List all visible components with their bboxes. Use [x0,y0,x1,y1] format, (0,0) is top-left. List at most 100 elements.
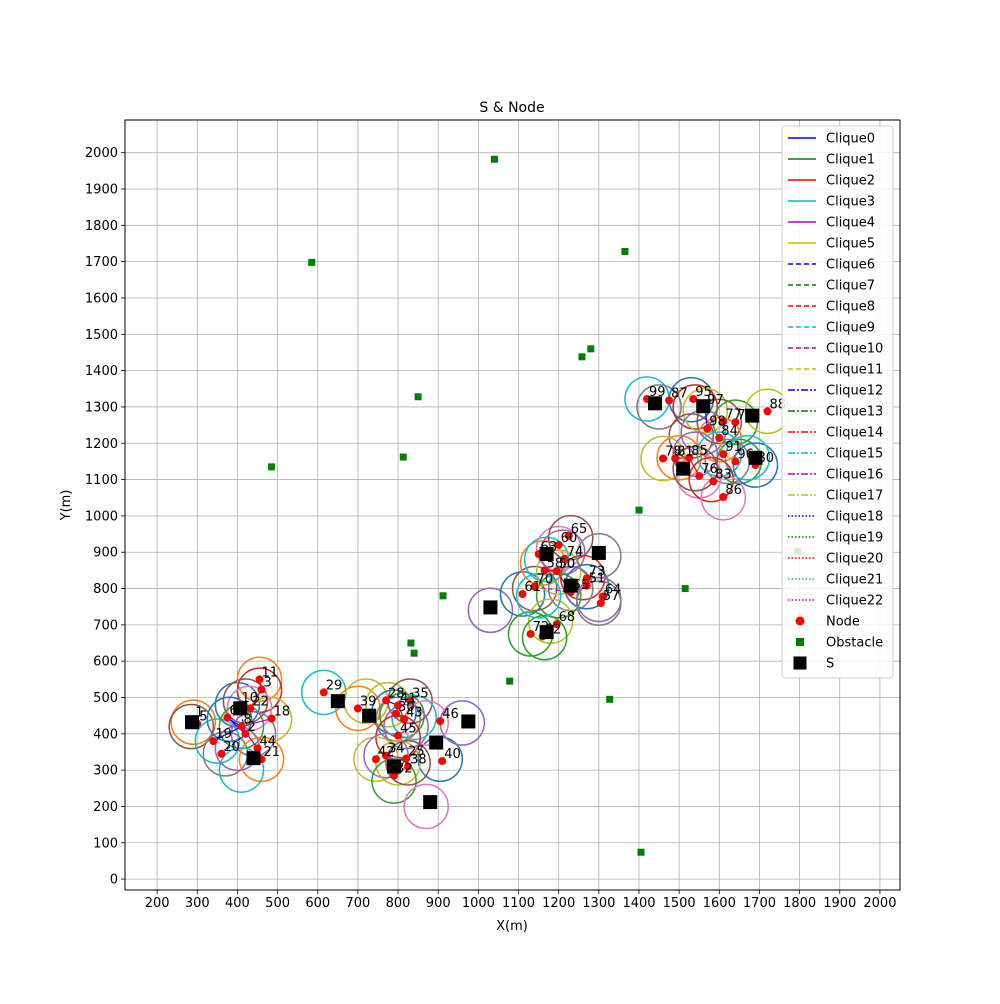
node-label: 99 [649,385,666,400]
y-tick-label: 2000 [85,146,118,161]
obstacle-marker [399,453,407,461]
node-marker [518,589,527,598]
node-label: 80 [757,451,774,466]
y-tick-label: 1600 [85,291,118,306]
x-tick-label: 1000 [462,896,495,911]
legend-label: Obstacle [826,636,883,651]
obstacle-marker [635,506,643,514]
node-label: 78 [665,445,682,460]
node-marker [246,704,255,713]
s-marker [387,759,402,774]
node-label: 34 [388,742,405,757]
range-circle [696,398,743,445]
node-label: 63 [541,540,558,555]
x-tick-label: 1900 [823,896,856,911]
node-label: 10 [241,691,258,706]
y-tick-label: 200 [93,800,118,815]
node-label: 58 [547,556,564,571]
s-marker [563,578,578,593]
range-circle [672,445,719,492]
node-marker [564,531,573,540]
range-circle [403,783,450,830]
x-tick-label: 800 [386,896,411,911]
s-marker [696,399,711,414]
node-marker [223,713,232,722]
x-tick-label: 300 [185,896,210,911]
node-marker [560,554,569,563]
range-circle [672,384,719,430]
node-label: 18 [274,705,291,720]
node-label: 40 [444,747,461,762]
s-marker [330,694,345,709]
range-circle [700,474,747,521]
legend-label: Clique22 [826,594,883,609]
node-label: 72 [533,620,550,635]
y-axis-label: Y(m) [59,490,74,522]
range-circle [656,434,702,481]
s-marker [362,708,377,723]
x-tick-label: 1500 [663,896,696,911]
obstacle-marker [621,247,629,255]
node-marker [552,567,561,576]
range-circle [371,758,417,804]
node-marker [257,685,266,694]
node-marker [731,457,740,466]
legend-label: Clique19 [826,531,883,546]
node-marker [709,477,718,486]
legend-label: Clique11 [826,363,883,378]
range-circle [194,718,241,764]
legend-label: Clique16 [826,468,883,483]
range-circle [511,565,558,612]
range-circle [732,442,779,488]
legend-label: Clique17 [826,489,883,504]
chart-title: S & Node [479,100,544,116]
node-marker [719,417,728,426]
node-marker [526,629,535,638]
range-circle [515,572,562,619]
node-label: 73 [589,564,606,579]
x-tick-label: 2000 [863,896,896,911]
node-label: 86 [725,483,742,498]
legend-label: Clique20 [826,552,883,567]
y-tick-label: 600 [93,655,118,670]
range-circle [467,587,514,634]
obstacle-marker [439,592,447,600]
clique-line [213,718,246,742]
node-label: 50 [559,557,576,572]
node-label: 38 [410,753,427,768]
legend-label: S [826,657,834,672]
node-label: 30 [398,700,415,715]
y-tick-label: 800 [93,582,118,597]
node-label: 96 [737,447,754,462]
node-label: 95 [695,385,712,400]
node-label: 55 [573,578,590,593]
node-marker [665,396,674,405]
y-tick-label: 1300 [85,400,118,415]
node-marker [402,754,411,763]
range-circle [391,694,437,741]
obstacle-marker [681,585,689,593]
range-circle [168,703,215,750]
node-label: 61 [525,580,542,595]
node-marker [390,771,399,780]
node-label: 6 [229,703,237,718]
x-tick-label: 700 [345,896,370,911]
range-circle [383,703,429,750]
node-label: 11 [262,665,279,680]
legend-marker [795,616,805,626]
node-label: 79 [737,408,754,423]
node-label: 22 [252,694,269,709]
node-marker [731,418,740,427]
y-tick-label: 400 [93,727,118,742]
node-marker [596,599,605,608]
range-circle [636,384,682,430]
node-marker [319,688,328,697]
legend-label: Clique8 [826,300,875,315]
y-tick-label: 1800 [85,219,118,234]
range-circle [535,549,582,596]
legend: Clique0 Clique1 Clique2 Clique3 Clique4 Cliqu… [781,125,894,679]
legend-label: Clique7 [826,279,875,294]
node-label: 25 [408,745,425,760]
